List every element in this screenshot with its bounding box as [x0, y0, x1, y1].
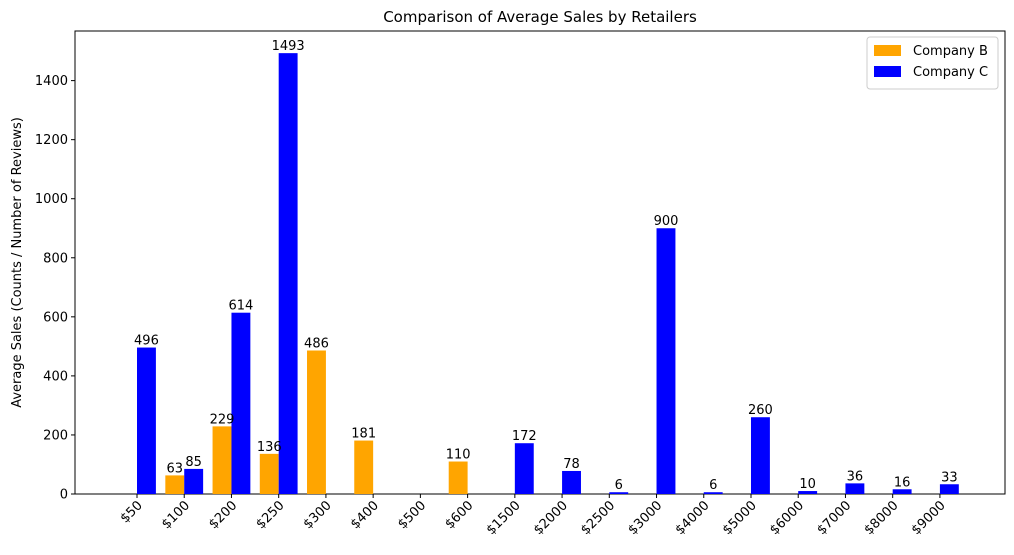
bar-company-c [231, 312, 251, 494]
y-axis-ticks: 0 200 400 600 800 1000 1200 1400 [35, 74, 75, 503]
plot-border [74, 30, 1006, 495]
bar-company-b [448, 461, 468, 494]
bar-value-label: 260 [748, 403, 773, 418]
y-tick-label: 400 [43, 369, 68, 384]
bar-value-label: 1493 [272, 39, 305, 54]
bar-company-b [354, 440, 374, 494]
x-tick-label: $3000 [626, 498, 666, 538]
bar-value-label: 85 [185, 455, 202, 470]
x-tick-label: $8000 [862, 498, 902, 538]
y-tick-label: 1400 [35, 74, 68, 89]
x-tick-label: $6000 [767, 498, 807, 538]
bar-company-b [259, 453, 279, 494]
bar-value-label: 78 [563, 457, 580, 472]
bar-company-c [750, 417, 770, 494]
y-tick-label: 1000 [35, 192, 68, 207]
legend-label: Company C [913, 65, 988, 80]
x-tick-label: $2000 [531, 498, 571, 538]
bar-value-label: 614 [228, 299, 253, 314]
legend: Company B Company C [866, 36, 999, 90]
bar-company-c [845, 483, 865, 494]
bar-value-label: 136 [257, 440, 282, 455]
legend-label: Company B [913, 44, 988, 59]
bar-company-c [703, 492, 723, 494]
bar-company-b [212, 426, 232, 494]
bar-labels-group: 63 229 136 486 181 110 496 85 614 1493 172 78 6 900 6 2… [134, 39, 958, 493]
bar-value-label: 6 [709, 478, 717, 493]
y-tick-label: 800 [43, 251, 68, 266]
bar-company-b [307, 350, 326, 494]
bar-value-label: 33 [941, 470, 958, 485]
legend-swatch [874, 45, 901, 56]
bar-company-c [514, 443, 534, 494]
y-tick-label: 600 [43, 310, 68, 325]
bar-company-c [184, 468, 204, 494]
y-tick-label: 0 [60, 488, 68, 503]
x-tick-label: $9000 [909, 498, 949, 538]
bar-company-c [278, 53, 298, 494]
x-tick-label: $4000 [673, 498, 713, 538]
bar-company-c [892, 489, 912, 494]
y-tick-label: 200 [43, 428, 68, 443]
x-tick-label: $1500 [484, 498, 524, 538]
y-axis-label: Average Sales (Counts / Number of Review… [10, 117, 25, 408]
bar-value-label: 16 [894, 475, 911, 490]
bar-value-label: 6 [615, 478, 623, 493]
x-tick-label: $200 [206, 498, 240, 532]
bar-value-label: 486 [304, 336, 329, 351]
legend-swatch [874, 66, 901, 77]
y-tick-label: 1200 [35, 133, 68, 148]
bar-value-label: 172 [512, 429, 537, 444]
bar-value-label: 181 [351, 427, 376, 442]
x-tick-label: $100 [159, 498, 193, 532]
bar-company-c [939, 484, 959, 494]
x-tick-label: $5000 [720, 498, 760, 538]
bar-value-label: 229 [210, 412, 235, 427]
bar-company-c [137, 347, 156, 494]
x-tick-label: $500 [395, 498, 429, 532]
bar-value-label: 10 [799, 477, 816, 492]
x-axis-ticks: $50 $100 $200 $250 $300 $400 $500 $600 $1500 $200… [118, 494, 949, 538]
x-tick-label: $2500 [578, 498, 618, 538]
bar-value-label: 496 [134, 334, 159, 349]
plot-area [74, 30, 1006, 495]
x-tick-label: $250 [254, 498, 288, 532]
x-tick-label: $7000 [814, 498, 854, 538]
bar-company-b [165, 475, 185, 494]
bar-company-c [798, 491, 818, 494]
x-tick-label: $600 [442, 498, 476, 532]
bar-value-label: 110 [446, 448, 471, 463]
chart-title: Comparison of Average Sales by Retailers [383, 8, 697, 26]
bars-group [137, 53, 959, 495]
x-tick-label: $300 [301, 498, 335, 532]
x-tick-label: $400 [348, 498, 382, 532]
bar-company-c [609, 492, 629, 494]
bar-value-label: 63 [167, 461, 184, 476]
bar-company-c [562, 470, 581, 494]
bar-value-label: 900 [654, 214, 679, 229]
x-tick-label: $50 [118, 498, 146, 526]
bar-company-c [656, 228, 676, 495]
bar-value-label: 36 [847, 469, 864, 484]
